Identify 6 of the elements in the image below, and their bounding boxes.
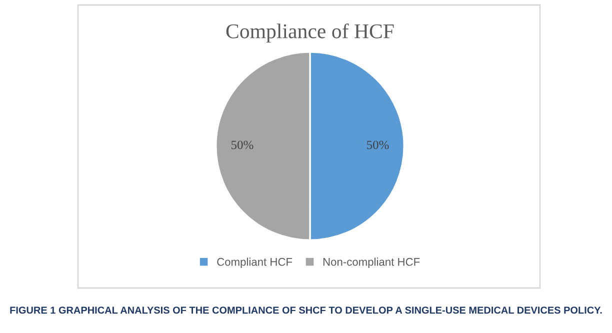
chart-title: Compliance of HCF	[226, 23, 394, 43]
data-label: 50%	[367, 140, 389, 150]
data-label: 50%	[232, 140, 254, 150]
caption: FIGURE 1 GRAPHICAL ANALYSIS OF THE COMPLIANCE OF SHCF TO DEVELOP A SINGLE-USE MEDICAL DEVICES POLICY.	[10, 306, 602, 314]
legend-label: Non-compliant HCF	[323, 258, 420, 268]
legend-label: Compliant HCF	[217, 258, 292, 268]
